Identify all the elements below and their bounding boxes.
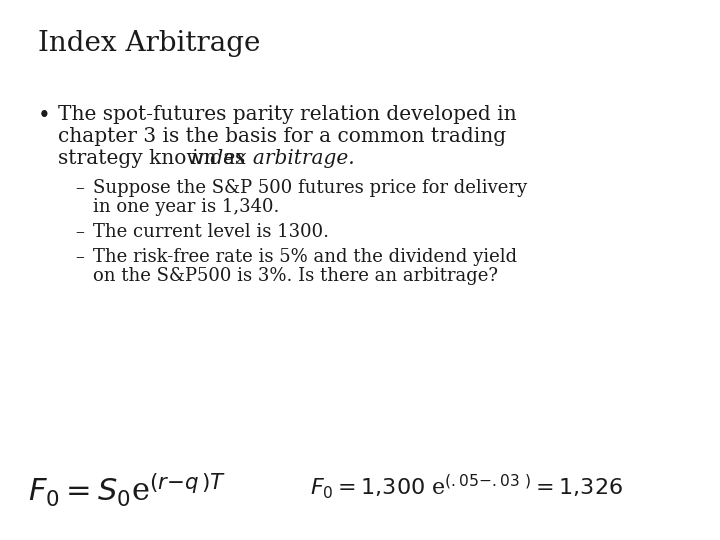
- Text: –: –: [75, 248, 84, 266]
- Text: –: –: [75, 179, 84, 197]
- Text: –: –: [75, 223, 84, 241]
- Text: The spot-futures parity relation developed in: The spot-futures parity relation develop…: [58, 105, 517, 124]
- Text: The risk-free rate is 5% and the dividend yield: The risk-free rate is 5% and the dividen…: [93, 248, 517, 266]
- Text: in one year is 1,340.: in one year is 1,340.: [93, 198, 279, 216]
- Text: strategy known as: strategy known as: [58, 149, 251, 168]
- Text: Suppose the S&P 500 futures price for delivery: Suppose the S&P 500 futures price for de…: [93, 179, 527, 197]
- Text: $F_0 = S_0\mathregular{e}^{(r{-}q\,)T}$: $F_0 = S_0\mathregular{e}^{(r{-}q\,)T}$: [28, 472, 226, 509]
- Text: The current level is 1300.: The current level is 1300.: [93, 223, 329, 241]
- Text: •: •: [38, 105, 50, 127]
- Text: chapter 3 is the basis for a common trading: chapter 3 is the basis for a common trad…: [58, 127, 506, 146]
- Text: $F_0 = 1{,}300\ \mathregular{e}^{(.05{-}.03\ )} = 1{,}326$: $F_0 = 1{,}300\ \mathregular{e}^{(.05{-}…: [310, 472, 623, 501]
- Text: index arbitrage.: index arbitrage.: [192, 149, 355, 168]
- Text: on the S&P500 is 3%. Is there an arbitrage?: on the S&P500 is 3%. Is there an arbitra…: [93, 267, 498, 285]
- Text: Index Arbitrage: Index Arbitrage: [38, 30, 261, 57]
